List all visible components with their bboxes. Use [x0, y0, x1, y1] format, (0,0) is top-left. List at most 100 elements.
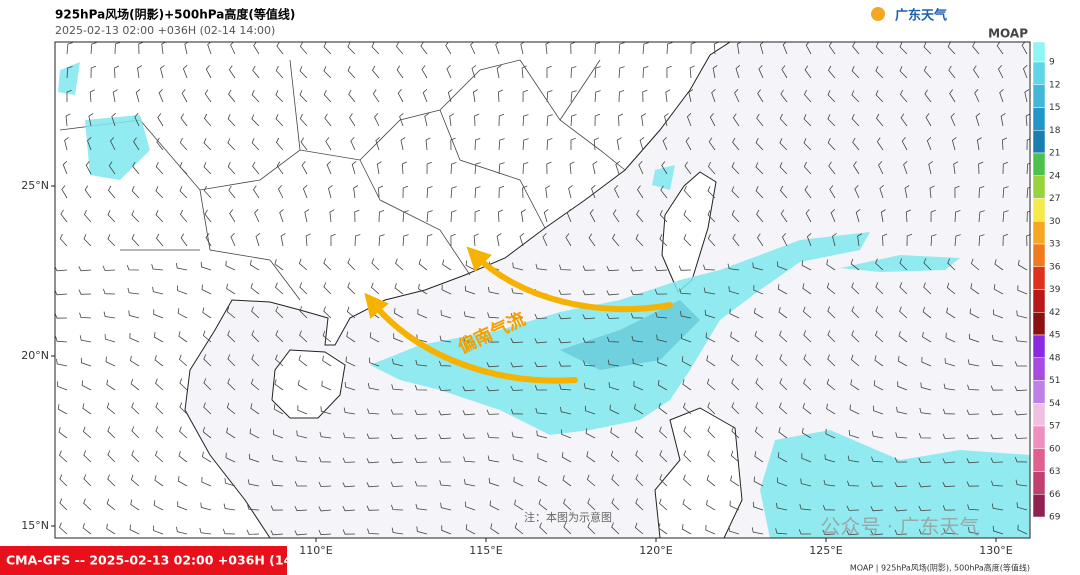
wind-barb — [925, 113, 932, 127]
wind-barb — [320, 406, 332, 415]
wind-barb — [780, 89, 788, 103]
wind-barb — [401, 161, 407, 175]
wind-barb — [473, 233, 479, 247]
wind-barb — [683, 234, 692, 247]
wind-barb — [730, 450, 740, 463]
wind-barb — [474, 113, 480, 127]
wind-barb — [275, 306, 284, 319]
wind-barb — [131, 234, 140, 247]
wind-barb — [414, 457, 428, 464]
wind-barb — [570, 66, 577, 79]
wind-barb — [922, 331, 932, 343]
colorbar-label: 39 — [1049, 285, 1061, 295]
wind-barb — [298, 258, 308, 271]
lat-label: 25°N — [21, 179, 49, 192]
wind-barb — [559, 384, 572, 391]
wind-barb — [132, 161, 140, 175]
wind-barb — [683, 402, 692, 415]
wind-barb — [130, 355, 140, 367]
wind-barb — [323, 306, 332, 319]
wind-barb — [630, 313, 644, 319]
wind-barb — [130, 474, 140, 487]
wind-barb — [300, 137, 308, 151]
wind-barb — [354, 234, 361, 247]
wind-barb — [112, 89, 118, 103]
wind-barb — [562, 475, 572, 487]
wind-barb — [731, 426, 740, 439]
wind-barb — [558, 289, 572, 295]
wind-barb — [558, 338, 572, 344]
wind-barb — [344, 381, 356, 391]
wind-barb — [703, 264, 716, 271]
wind-barb — [875, 330, 884, 343]
wind-barb — [682, 379, 692, 391]
wind-barb — [970, 258, 980, 271]
wind-barb — [179, 137, 188, 151]
wind-barb — [732, 137, 740, 151]
wind-barb — [252, 161, 260, 175]
wind-barb — [353, 185, 359, 199]
wind-barb — [637, 185, 644, 199]
wind-barb — [609, 404, 620, 415]
wind-barb — [275, 282, 284, 295]
wind-barb — [633, 380, 644, 391]
wind-barb — [570, 42, 576, 55]
wind-barb — [200, 261, 212, 271]
wind-barb — [177, 476, 188, 487]
wind-barb — [80, 357, 92, 367]
wind-barb — [582, 337, 596, 343]
wind-barb — [202, 330, 212, 343]
wind-barb — [522, 138, 529, 151]
wind-barb — [474, 138, 481, 151]
wind-barb — [635, 450, 644, 463]
wind-barb — [84, 185, 92, 199]
wind-barb — [751, 527, 764, 535]
wind-barb — [154, 355, 164, 367]
wind-barb — [250, 282, 260, 295]
wind-barb — [203, 378, 212, 391]
wind-barb — [464, 479, 476, 487]
wind-barb — [131, 186, 140, 199]
wind-barb — [683, 426, 692, 439]
wind-barb — [683, 185, 692, 199]
wind-barb — [367, 408, 380, 415]
wind-barb — [779, 330, 788, 343]
wind-barb — [488, 286, 500, 295]
wind-barb — [615, 160, 620, 175]
wind-barb — [131, 450, 140, 463]
wind-barb — [588, 233, 596, 247]
wind-barb — [880, 209, 886, 223]
wind-barb — [1017, 285, 1028, 295]
wind-barb — [59, 522, 68, 535]
wind-barb — [55, 336, 68, 343]
wind-barb — [805, 42, 812, 55]
wind-barb — [1021, 42, 1028, 55]
wind-barb — [806, 233, 812, 247]
wind-barb — [589, 209, 596, 223]
wind-barb — [665, 89, 671, 103]
wind-barb — [846, 505, 860, 511]
wind-barb — [89, 89, 95, 103]
wind-barb — [851, 90, 860, 103]
wind-barb — [522, 162, 529, 175]
colorbar-label: 66 — [1049, 490, 1061, 500]
wind-barb — [514, 499, 524, 511]
wind-barb — [776, 502, 788, 511]
wind-barb — [179, 209, 188, 223]
wind-barb — [657, 379, 668, 391]
wind-barb — [642, 89, 648, 103]
wind-barb — [535, 407, 548, 415]
wind-barb — [657, 357, 668, 367]
wind-barb — [954, 234, 961, 247]
frame — [54, 41, 1031, 539]
wind-barb — [104, 334, 116, 343]
wind-barb — [521, 65, 527, 79]
wind-barb — [993, 284, 1004, 295]
wind-barb — [585, 428, 596, 439]
wind-barb — [534, 385, 547, 391]
wind-barb — [202, 426, 212, 439]
wind-barb — [343, 407, 356, 415]
wind-barb — [882, 233, 888, 247]
wind-barb — [177, 308, 188, 319]
wind-barb — [131, 402, 140, 415]
